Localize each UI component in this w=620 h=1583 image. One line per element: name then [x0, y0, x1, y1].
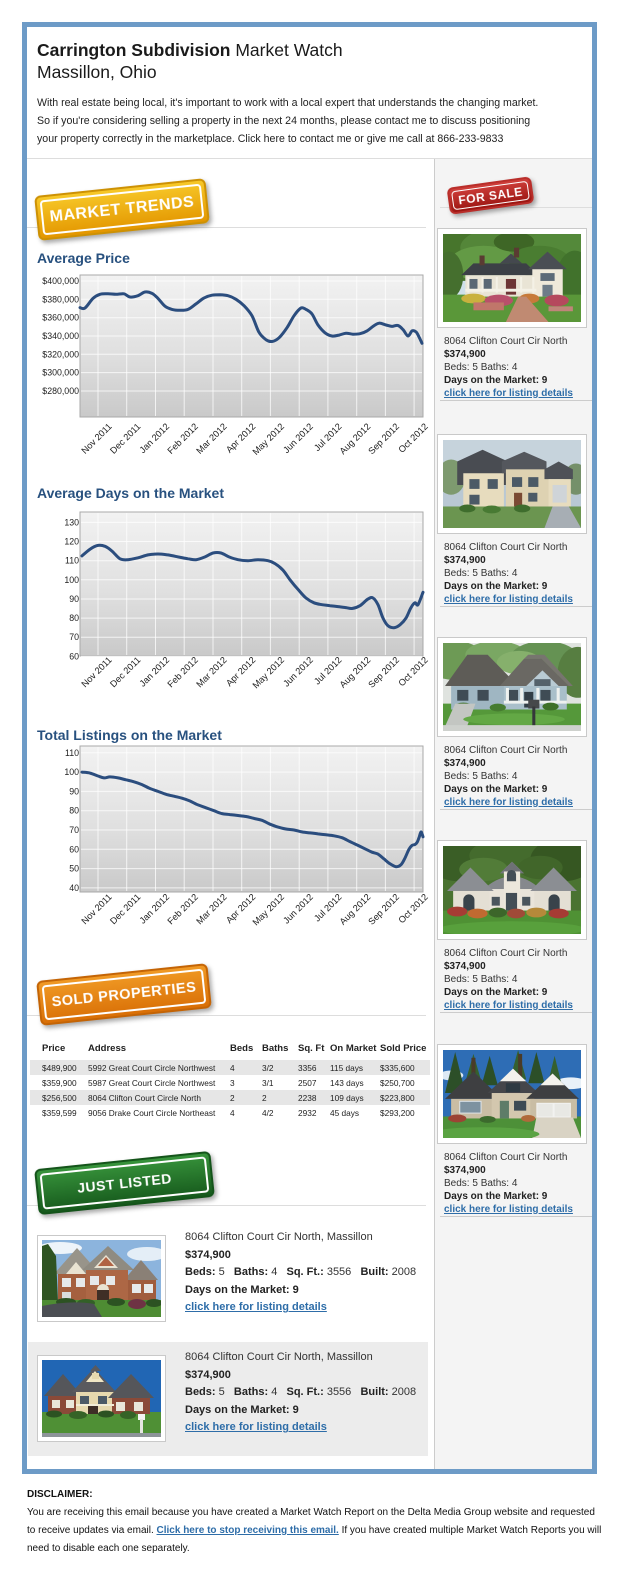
svg-text:Mar 2012: Mar 2012: [194, 421, 229, 456]
svg-text:$280,000: $280,000: [42, 386, 79, 396]
svg-text:Dec 2011: Dec 2011: [108, 421, 142, 455]
svg-text:80: 80: [69, 806, 79, 816]
svg-text:Oct 2012: Oct 2012: [396, 421, 429, 454]
svg-text:$380,000: $380,000: [42, 294, 79, 304]
svg-text:110: 110: [65, 748, 79, 758]
svg-text:100: 100: [64, 767, 79, 777]
svg-text:Mar 2012: Mar 2012: [194, 892, 229, 927]
svg-text:80: 80: [69, 613, 79, 623]
svg-text:Jun 2012: Jun 2012: [281, 892, 315, 926]
svg-text:Sep 2012: Sep 2012: [366, 892, 401, 927]
svg-text:130: 130: [64, 517, 79, 527]
svg-text:$320,000: $320,000: [42, 349, 79, 359]
svg-text:110: 110: [65, 556, 79, 566]
svg-text:50: 50: [69, 864, 79, 874]
svg-text:Dec 2011: Dec 2011: [108, 892, 142, 926]
svg-text:May 2012: May 2012: [251, 892, 287, 928]
svg-text:Dec 2011: Dec 2011: [108, 655, 142, 689]
svg-text:May 2012: May 2012: [251, 421, 287, 457]
svg-text:Sep 2012: Sep 2012: [366, 655, 401, 690]
svg-text:Sep 2012: Sep 2012: [366, 421, 401, 456]
svg-text:60: 60: [69, 651, 79, 661]
svg-text:May 2012: May 2012: [251, 655, 287, 691]
svg-text:$400,000: $400,000: [42, 276, 79, 286]
svg-text:$340,000: $340,000: [42, 331, 79, 341]
svg-text:120: 120: [64, 537, 79, 547]
svg-text:90: 90: [69, 594, 79, 604]
svg-text:Oct 2012: Oct 2012: [396, 892, 429, 925]
svg-text:100: 100: [64, 575, 79, 585]
svg-text:70: 70: [69, 825, 79, 835]
svg-text:$360,000: $360,000: [42, 313, 79, 323]
svg-text:60: 60: [69, 844, 79, 854]
svg-text:90: 90: [69, 786, 79, 796]
svg-text:$300,000: $300,000: [42, 368, 79, 378]
svg-text:40: 40: [69, 883, 79, 893]
svg-text:70: 70: [69, 632, 79, 642]
svg-text:Jun 2012: Jun 2012: [281, 421, 315, 455]
svg-text:Jun 2012: Jun 2012: [281, 655, 315, 689]
svg-text:Mar 2012: Mar 2012: [194, 655, 229, 690]
svg-text:Oct 2012: Oct 2012: [396, 655, 429, 688]
